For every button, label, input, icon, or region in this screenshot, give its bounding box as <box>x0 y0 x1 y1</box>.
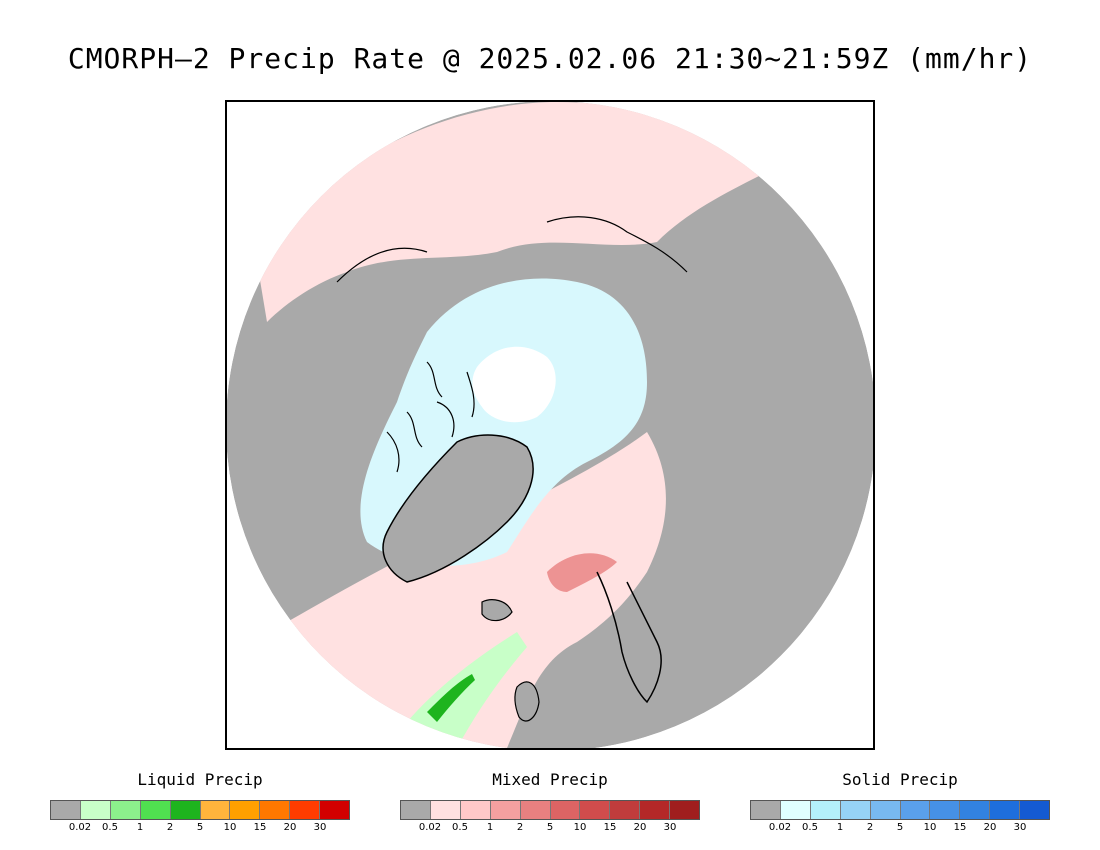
legend-tick-label: 2 <box>166 822 174 833</box>
legend-swatch <box>580 801 611 819</box>
canadian-archipelago-coast <box>386 361 475 473</box>
legend-color-bar <box>750 800 1050 820</box>
great-britain <box>514 681 540 722</box>
legend-swatch <box>520 801 551 819</box>
liquid-precip-core <box>427 674 475 722</box>
legend-swatch <box>870 801 901 819</box>
legend-tick-label: 1 <box>836 822 844 833</box>
legend-title: Mixed Precip <box>492 770 608 789</box>
mixed-precip-band-scandinavia <box>547 553 617 592</box>
legend-tick-label: 15 <box>603 822 617 833</box>
legend-liquid: Liquid Precip 0.02 0.5 1 2 5 10 15 20 30 <box>50 770 350 833</box>
legend-swatch <box>490 801 521 819</box>
legend-swatch <box>430 801 461 819</box>
legend-solid: Solid Precip 0.02 0.5 1 2 5 10 15 20 30 <box>750 770 1050 833</box>
legend-swatch <box>230 801 261 819</box>
legend-tick-label: 20 <box>983 822 997 833</box>
legend-swatch <box>200 801 231 819</box>
legend-tick-label: 2 <box>866 822 874 833</box>
legend-color-bar <box>400 800 700 820</box>
map-title: CMORPH–2 Precip Rate @ 2025.02.06 21:30~… <box>67 42 1033 75</box>
legend-swatch <box>751 801 781 819</box>
legend-tick-label: 0.5 <box>452 822 468 833</box>
legend-tick-label: 10 <box>573 822 587 833</box>
legend-tick-label: 5 <box>546 822 554 833</box>
legend-tick-label: 30 <box>663 822 677 833</box>
legend-tick-label: 5 <box>896 822 904 833</box>
legend-swatch <box>401 801 431 819</box>
scandinavia-coast <box>596 571 662 704</box>
legend-ticks: 0.02 0.5 1 2 5 10 15 20 30 <box>750 822 1050 836</box>
legend-tick-label: 20 <box>283 822 297 833</box>
legend-tick-label: 1 <box>136 822 144 833</box>
legend-swatch <box>670 801 700 819</box>
legend-swatch <box>990 801 1021 819</box>
legend-color-bar <box>50 800 350 820</box>
legend-mixed: Mixed Precip 0.02 0.5 1 2 5 10 15 20 30 <box>400 770 700 833</box>
legend-title: Solid Precip <box>842 770 958 789</box>
legend-swatch <box>140 801 171 819</box>
legend-swatch <box>900 801 931 819</box>
legend-swatch <box>610 801 641 819</box>
greenland <box>382 434 534 583</box>
legend-swatch <box>170 801 201 819</box>
legend-swatch <box>80 801 111 819</box>
legend-swatch <box>1020 801 1050 819</box>
legend-ticks: 0.02 0.5 1 2 5 10 15 20 30 <box>50 822 350 836</box>
legend-tick-label: 2 <box>516 822 524 833</box>
legend-title: Liquid Precip <box>137 770 263 789</box>
mixed-precip-area-north <box>257 102 767 322</box>
legend-swatch <box>290 801 321 819</box>
legend-tick-label: 0.02 <box>768 822 792 833</box>
legend-tick-label: 30 <box>1013 822 1027 833</box>
legend-swatch <box>51 801 81 819</box>
legend-swatch <box>460 801 491 819</box>
map-frame <box>225 100 875 750</box>
legend-swatch <box>550 801 581 819</box>
mixed-precip-area-atlantic <box>287 432 666 748</box>
legend-swatch <box>960 801 991 819</box>
legend-tick-label: 10 <box>223 822 237 833</box>
legend-tick-label: 15 <box>953 822 967 833</box>
legend-tick-label: 15 <box>253 822 267 833</box>
alaska-russia-coast <box>336 216 688 283</box>
legend-tick-label: 5 <box>196 822 204 833</box>
legend-tick-label: 0.02 <box>418 822 442 833</box>
legend-tick-label: 0.5 <box>102 822 118 833</box>
pole-gap <box>472 346 556 423</box>
iceland <box>481 599 513 622</box>
polar-map <box>227 102 873 748</box>
legend-swatch <box>780 801 811 819</box>
legend-swatch <box>110 801 141 819</box>
legend-swatch <box>930 801 961 819</box>
legend-tick-label: 0.02 <box>68 822 92 833</box>
legend-tick-label: 30 <box>313 822 327 833</box>
legend-swatch <box>840 801 871 819</box>
legend-tick-label: 1 <box>486 822 494 833</box>
legend-ticks: 0.02 0.5 1 2 5 10 15 20 30 <box>400 822 700 836</box>
legend-swatch <box>810 801 841 819</box>
legend-tick-label: 10 <box>923 822 937 833</box>
legend-swatch <box>320 801 350 819</box>
legend-tick-label: 20 <box>633 822 647 833</box>
legend-swatch <box>640 801 671 819</box>
legend-swatch <box>260 801 291 819</box>
legend-tick-label: 0.5 <box>802 822 818 833</box>
